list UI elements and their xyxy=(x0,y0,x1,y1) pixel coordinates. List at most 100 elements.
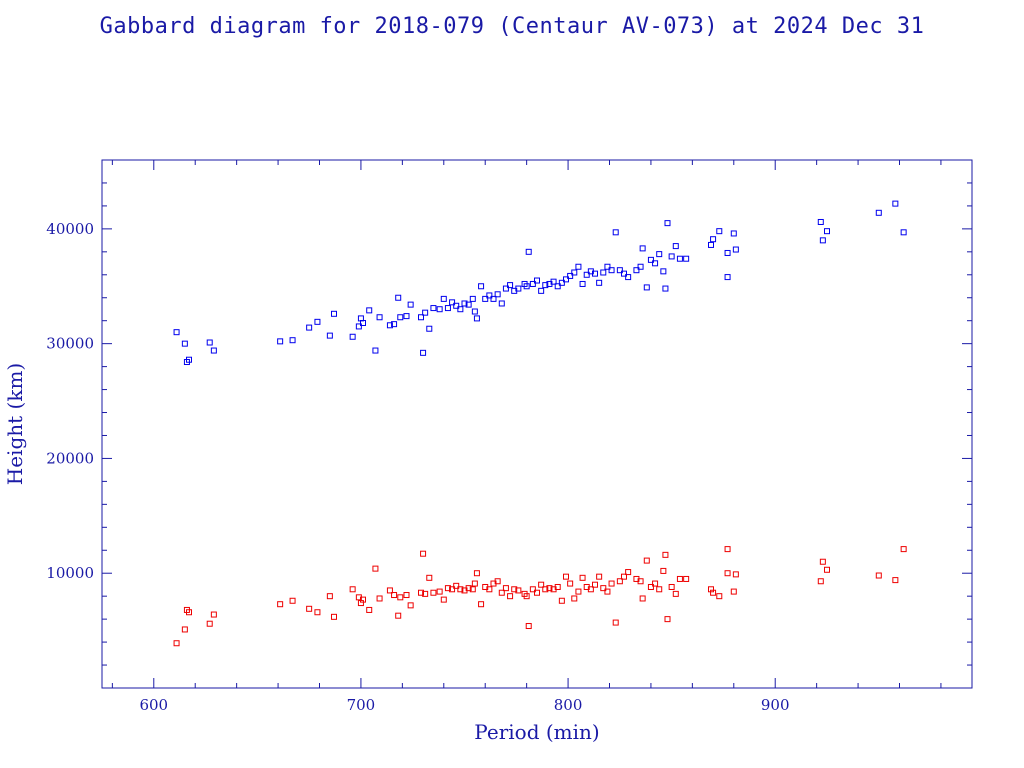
perigee-point xyxy=(892,577,899,584)
apogee-point xyxy=(668,253,675,260)
perigee-point xyxy=(420,550,427,557)
perigee-point xyxy=(449,586,456,593)
perigee-point xyxy=(289,597,296,604)
apogee-point xyxy=(621,270,627,277)
apogee-point xyxy=(210,347,217,354)
apogee-point xyxy=(523,283,530,290)
apogee-point xyxy=(181,340,188,347)
perigee-point xyxy=(817,578,824,585)
apogee-point xyxy=(407,301,414,308)
apogee-point xyxy=(418,314,424,321)
apogee-point xyxy=(449,299,456,306)
apogee-point xyxy=(471,308,478,315)
perigee-point xyxy=(732,571,739,578)
apogee-point xyxy=(534,277,540,284)
apogee-point xyxy=(490,295,497,302)
perigee-point xyxy=(542,586,549,593)
perigee-point xyxy=(436,588,443,595)
apogee-point xyxy=(306,324,313,331)
apogee-point xyxy=(444,305,451,312)
perigee-point xyxy=(372,565,379,572)
apogee-point xyxy=(724,249,731,256)
apogee-point xyxy=(376,314,383,321)
apogee-point xyxy=(639,245,646,252)
y-tick-label: 40000 xyxy=(46,220,94,238)
apogee-point xyxy=(662,285,669,292)
perigee-point xyxy=(608,580,615,587)
perigee-point xyxy=(643,557,650,564)
apogee-point xyxy=(579,280,586,287)
apogee-point xyxy=(482,295,489,302)
apogee-point xyxy=(349,333,356,340)
apogee-point xyxy=(900,229,907,236)
apogee-point xyxy=(465,301,472,308)
x-tick-label: 900 xyxy=(761,696,790,714)
chart-title: Gabbard diagram for 2018-079 (Centaur AV… xyxy=(99,14,925,39)
apogee-series xyxy=(173,200,907,366)
perigee-point xyxy=(596,573,603,580)
apogee-point xyxy=(542,282,549,289)
perigee-point xyxy=(440,596,447,603)
perigee-point xyxy=(186,609,192,616)
perigee-point xyxy=(571,595,578,602)
perigee-point xyxy=(656,586,663,593)
apogee-point xyxy=(647,256,654,263)
axis-ticks xyxy=(102,159,972,688)
apogee-point xyxy=(583,271,590,278)
apogee-point xyxy=(173,329,180,336)
apogee-point xyxy=(486,292,493,299)
perigee-point xyxy=(469,586,476,593)
perigee-point xyxy=(730,588,737,595)
apogee-point xyxy=(314,318,321,325)
perigee-point xyxy=(604,588,611,595)
perigee-point xyxy=(418,589,424,596)
perigee-point xyxy=(621,573,627,580)
perigee-point xyxy=(511,586,518,593)
x-tick-label: 600 xyxy=(139,696,168,714)
apogee-point xyxy=(386,322,393,329)
apogee-point xyxy=(730,230,737,237)
perigee-point xyxy=(457,586,464,593)
perigee-point xyxy=(676,575,683,582)
perigee-point xyxy=(507,593,514,600)
apogee-point xyxy=(469,295,476,302)
apogee-point xyxy=(676,255,683,262)
apogee-point xyxy=(637,263,644,270)
perigee-point xyxy=(173,640,180,647)
perigee-point xyxy=(592,581,598,588)
y-tick-label: 20000 xyxy=(46,449,94,467)
perigee-point xyxy=(349,586,356,593)
apogee-point xyxy=(563,276,569,283)
x-tick-label: 700 xyxy=(347,696,376,714)
apogee-point xyxy=(507,282,514,289)
apogee-point xyxy=(403,313,410,320)
perigee-point xyxy=(716,593,723,600)
apogee-point xyxy=(672,243,679,250)
perigee-point xyxy=(486,586,493,593)
x-axis-label: Period (min) xyxy=(474,720,599,744)
perigee-point xyxy=(473,570,480,577)
apogee-point xyxy=(498,300,505,307)
apogee-point xyxy=(567,272,574,279)
apogee-point xyxy=(515,285,522,292)
perigee-point xyxy=(600,585,607,592)
apogee-point xyxy=(461,300,468,307)
apogee-point xyxy=(550,278,557,285)
apogee-point xyxy=(716,228,723,235)
perigee-point xyxy=(478,601,485,608)
perigee-point xyxy=(664,616,671,623)
perigee-point xyxy=(515,587,522,594)
apogee-point xyxy=(366,307,373,314)
apogee-point xyxy=(420,349,427,356)
apogee-point xyxy=(612,229,619,236)
perigee-point xyxy=(314,609,321,616)
apogee-point xyxy=(824,228,830,235)
perigee-point xyxy=(403,592,410,599)
apogee-point xyxy=(525,248,532,255)
tick-labels: 600 700 800 900 10000 20000 30000 40000 xyxy=(46,220,789,714)
y-tick-label: 30000 xyxy=(46,335,94,353)
perigee-point xyxy=(529,586,536,593)
perigee-point xyxy=(563,573,569,580)
perigee-point xyxy=(426,574,433,581)
